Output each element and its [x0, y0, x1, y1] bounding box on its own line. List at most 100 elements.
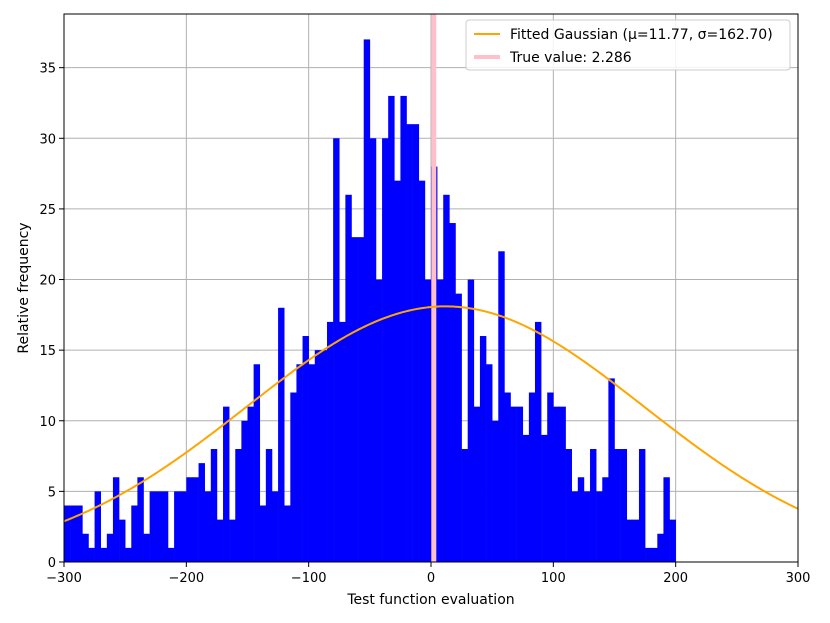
histogram-bar-78 [541, 434, 548, 562]
histogram-bar-57 [412, 124, 420, 562]
histogram-bar-89 [608, 378, 615, 562]
histogram-bar-32 [259, 505, 267, 562]
histogram-bar-9 [119, 519, 126, 562]
histogram-bar-19 [180, 491, 187, 562]
histogram-bar-74 [516, 406, 524, 562]
histogram-bar-70 [492, 420, 499, 562]
histogram-bar-12 [137, 477, 144, 562]
histogram-bar-45 [339, 321, 346, 562]
y-axis-ticks: 0 5 10 15 20 25 30 35 [39, 62, 64, 571]
histogram-bar-17 [167, 547, 175, 562]
histogram-bar-35 [278, 307, 285, 562]
histogram-bar-16 [161, 491, 169, 562]
x-tick-label-6: 300 [786, 571, 811, 586]
histogram-bar-58 [418, 180, 426, 562]
histogram-bar-39 [302, 336, 309, 562]
fitted-gaussian-curve [63, 305, 799, 523]
histogram-bar-15 [155, 491, 163, 562]
histogram-bar-33 [265, 449, 273, 562]
histogram-bar-83 [571, 491, 579, 562]
histogram-bar-67 [473, 406, 481, 562]
histogram-bar-22 [198, 463, 205, 562]
histogram-bar-4 [88, 547, 95, 562]
histogram-bar-93 [632, 519, 640, 562]
histogram-bar-10 [125, 547, 132, 562]
histogram-bar-79 [547, 392, 554, 562]
histogram-bar-31 [253, 364, 261, 562]
legend-label-true-value: True value: 2.286 [509, 50, 632, 66]
histogram-bar-36 [284, 505, 291, 562]
histogram-bar-71 [498, 251, 505, 562]
histogram-bar-0 [64, 505, 71, 562]
histogram-bar-86 [590, 449, 597, 562]
histogram-bar-42 [320, 350, 328, 562]
histogram-bar-95 [645, 547, 652, 562]
legend-box [465, 19, 791, 71]
histogram-bar-20 [186, 477, 193, 562]
x-tick-label-1: −200 [168, 571, 204, 586]
x-tick-label-4: 100 [541, 571, 566, 586]
histogram-bar-55 [400, 95, 407, 562]
histogram-bar-21 [192, 477, 199, 562]
x-axis-ticks: −300 −200 −100 0 100 200 300 [46, 562, 810, 586]
histogram-bar-64 [455, 293, 462, 562]
histogram-bar-65 [461, 449, 468, 562]
histogram-bar-56 [406, 124, 413, 562]
histogram-bar-43 [327, 321, 334, 562]
histogram-bar-69 [486, 364, 493, 562]
x-tick-label-5: 200 [663, 571, 688, 586]
histogram-bar-51 [375, 279, 383, 562]
x-tick-label-3: 0 [427, 571, 435, 586]
histogram-bar-88 [602, 477, 609, 562]
y-tick-label-7: 35 [39, 62, 56, 77]
histogram-bar-61 [437, 279, 444, 562]
histogram-bar-49 [363, 39, 371, 563]
histogram-bar-14 [149, 491, 157, 562]
y-tick-label-0: 0 [48, 556, 56, 571]
histogram-bar-66 [467, 279, 475, 562]
histogram-bar-24 [210, 449, 218, 562]
histogram-bar-34 [271, 491, 279, 562]
histogram-bar-26 [223, 406, 230, 562]
y-tick-label-2: 10 [39, 415, 56, 430]
histogram-bar-28 [235, 449, 242, 562]
histogram-bar-76 [528, 392, 536, 562]
histogram-bar-81 [559, 406, 566, 562]
histogram-bar-1 [70, 505, 77, 562]
y-tick-label-6: 30 [39, 132, 56, 147]
histogram-bar-82 [565, 449, 572, 562]
histogram-bar-84 [577, 477, 585, 562]
histogram-bar-91 [620, 449, 628, 562]
histogram-bar-27 [229, 519, 236, 562]
histogram-bar-99 [669, 519, 676, 562]
histogram-bar-98 [663, 477, 670, 562]
histogram-bar-40 [308, 364, 316, 562]
histogram-bar-75 [522, 434, 530, 562]
histogram-bar-68 [479, 336, 487, 562]
y-tick-label-3: 15 [39, 344, 56, 359]
histogram-bar-6 [100, 547, 108, 562]
histogram-bar-53 [388, 95, 395, 562]
histogram-bar-80 [553, 406, 560, 562]
histogram-bar-25 [216, 519, 224, 562]
histogram-bar-73 [510, 406, 517, 562]
gaussian-curve-path [63, 305, 799, 523]
histogram-bar-47 [351, 237, 358, 562]
histogram-bar-2 [76, 505, 83, 562]
legend: Fitted Gaussian (μ=11.77, σ=162.70) True… [465, 19, 791, 71]
histogram-bar-92 [626, 519, 634, 562]
histogram-bar-37 [290, 392, 297, 562]
histogram-bar-8 [112, 477, 120, 562]
x-axis-label: Test function evaluation [346, 592, 514, 608]
histogram-bar-46 [345, 194, 352, 562]
histogram-bar-63 [449, 223, 456, 562]
histogram-bar-18 [174, 491, 181, 562]
histogram-bar-62 [443, 194, 450, 562]
histogram-bars [64, 39, 676, 563]
histogram-bar-90 [614, 449, 621, 562]
histogram-bar-48 [357, 237, 365, 562]
histogram-bar-97 [657, 533, 664, 562]
y-tick-label-4: 20 [39, 274, 56, 289]
histogram-bar-29 [241, 420, 248, 562]
